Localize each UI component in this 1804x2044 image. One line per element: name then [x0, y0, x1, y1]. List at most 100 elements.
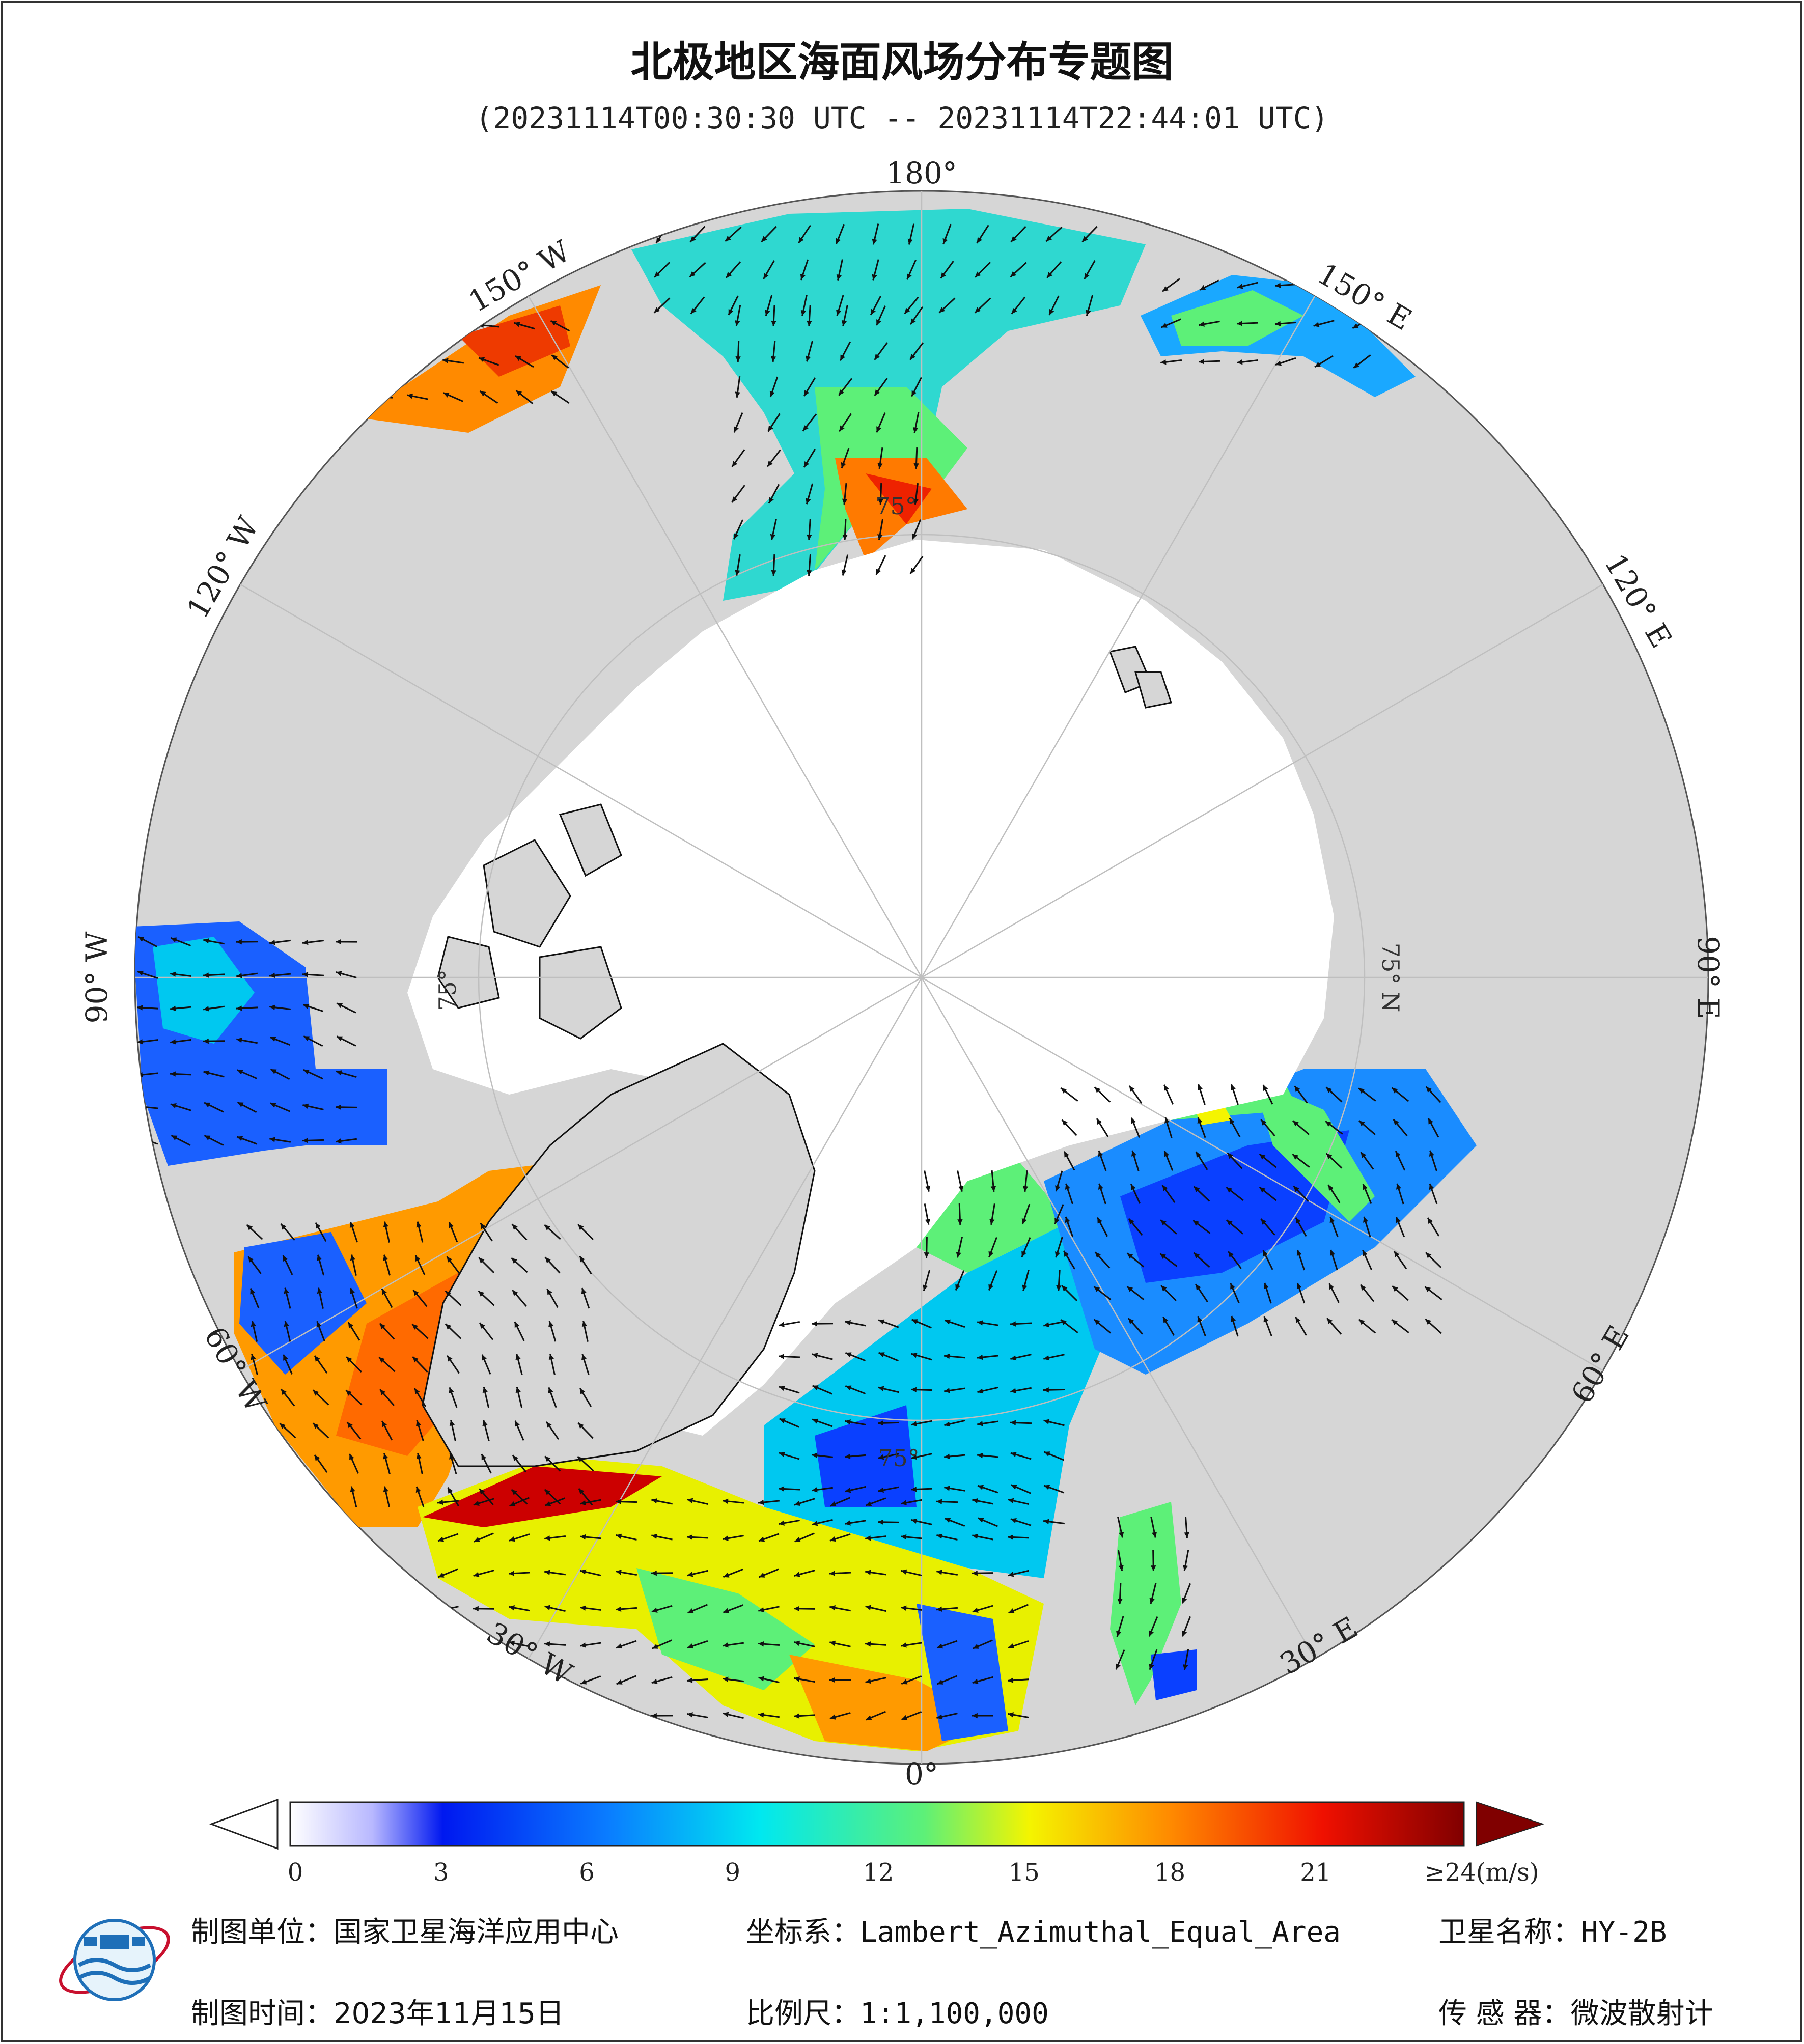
- wind-arrow-head: [137, 1104, 143, 1110]
- wind-arrow-head: [203, 1038, 209, 1044]
- wind-arrow-head: [237, 1102, 244, 1107]
- wind-arrow-head: [577, 1456, 584, 1463]
- wind-arrow-head: [723, 1608, 730, 1613]
- wind-arrow-head: [509, 1714, 515, 1720]
- wind-arrow-head: [771, 320, 776, 326]
- wind-arrow-head: [509, 1605, 515, 1611]
- wind-arrow-head: [1098, 1151, 1103, 1157]
- wind-arrow-head: [1095, 1252, 1101, 1258]
- wind-arrow-head: [829, 1571, 836, 1576]
- footer-coord-label: 坐标系：: [746, 1916, 860, 1949]
- wind-arrow-head: [687, 1498, 693, 1503]
- wind-arrow-head: [937, 1679, 943, 1685]
- wind-arrow-head: [1084, 273, 1090, 279]
- wind-arrow-head: [812, 1385, 819, 1390]
- wind-arrow-head: [474, 1537, 480, 1542]
- wind-arrow-head: [515, 1354, 521, 1360]
- wind-arrow-head: [616, 1570, 622, 1575]
- wind-arrow-head: [1197, 1084, 1203, 1090]
- wind-arrow-head: [509, 1677, 514, 1683]
- wind-arrow-head: [1200, 285, 1206, 290]
- wind-arrow-head: [904, 307, 910, 314]
- wind-arrow-head: [1275, 321, 1281, 326]
- wind-arrow-head: [1261, 1119, 1267, 1126]
- wind-arrow-head: [1010, 1420, 1016, 1425]
- wind-arrow-head: [911, 1319, 918, 1324]
- wind-arrow-head: [482, 1420, 488, 1426]
- wind-arrow-head: [481, 1454, 487, 1461]
- wind-arrow-head: [687, 1534, 693, 1540]
- wind-arrow-head: [958, 1185, 964, 1192]
- wind-arrow-head: [581, 1321, 587, 1327]
- wind-arrow-head: [841, 462, 846, 468]
- wind-arrow-head: [509, 1501, 516, 1506]
- wind-arrow-head: [779, 1418, 786, 1423]
- wind-arrow-head: [303, 1069, 310, 1075]
- wind-arrow-head: [1226, 1220, 1233, 1226]
- colorbar-tick-6: 6: [579, 1858, 595, 1887]
- wind-arrow-head: [794, 1606, 799, 1612]
- wind-arrow-head: [313, 1390, 319, 1396]
- wind-arrow-head: [878, 1454, 884, 1460]
- wind-arrow-head: [337, 1003, 343, 1009]
- wind-arrow-head: [350, 1254, 355, 1261]
- wind-arrow-head: [878, 499, 883, 505]
- wind-vector-arrows: [136, 223, 1442, 1721]
- wind-arrow-head: [944, 1388, 950, 1393]
- wind-arrow-head: [1010, 1518, 1017, 1523]
- colorbar-tick-21: 21: [1300, 1858, 1331, 1887]
- lat-label-75-north: 75°: [875, 492, 917, 520]
- wind-arrow-head: [437, 1676, 444, 1682]
- wind-arrow-head: [689, 271, 696, 277]
- wind-arrow-head: [1394, 1251, 1400, 1257]
- footer-coord-value: Lambert_Azimuthal_Equal_Area: [860, 1916, 1341, 1949]
- wind-arrow-head: [651, 1570, 657, 1576]
- wind-arrow-head: [1162, 1185, 1168, 1191]
- wind-arrow-head: [759, 1573, 765, 1578]
- wind-arrow-head: [1396, 1217, 1401, 1223]
- wind-arrow-head: [779, 1354, 785, 1359]
- wind-arrow-head: [865, 1605, 872, 1610]
- footer-sensor-value: 微波散射计: [1570, 1997, 1713, 2030]
- wind-arrow-head: [841, 320, 847, 326]
- colorbar-unit-label: ≥24(m/s): [1424, 1858, 1539, 1887]
- wind-arrow-head: [734, 426, 739, 433]
- wind-arrow-head: [509, 1536, 515, 1542]
- wind-arrow-head: [977, 1421, 983, 1426]
- wind-arrow-head: [1329, 1283, 1335, 1290]
- wind-arrow-head: [911, 1353, 918, 1358]
- wind-arrow-head: [972, 1570, 978, 1576]
- wind-arrow-head: [281, 1389, 287, 1395]
- wind-arrow-shaft: [473, 1714, 495, 1717]
- wind-arrow-head: [514, 1322, 520, 1328]
- wind-arrow-head: [236, 1038, 242, 1043]
- wind-arrow-head: [925, 1219, 931, 1225]
- lat-label-75-west: 75°: [434, 969, 461, 1011]
- wind-arrow-head: [513, 1455, 518, 1462]
- footer-satellite-value: HY-2B: [1581, 1916, 1667, 1949]
- wind-arrow-head: [726, 272, 732, 278]
- wind-arrow-head: [170, 1039, 176, 1045]
- wind-arrow-head: [480, 1223, 486, 1229]
- wind-arrow-head: [350, 1486, 355, 1493]
- wind-arrow-head: [1392, 1320, 1398, 1326]
- wind-arrow-head: [480, 1323, 485, 1329]
- wind-arrow-head: [248, 1256, 254, 1263]
- wind-arrow-head: [768, 425, 773, 432]
- wind-arrow-head: [1183, 1664, 1188, 1670]
- colorbar-tick-12: 12: [863, 1858, 894, 1887]
- wind-arrow-head: [580, 1679, 587, 1685]
- wind-arrow-head: [911, 1421, 917, 1426]
- wind-arrow-head: [1392, 1286, 1398, 1292]
- wind-arrow-head: [1054, 1218, 1060, 1224]
- wind-arrow-head: [1044, 1451, 1050, 1457]
- wind-arrow-head: [383, 1221, 388, 1228]
- wind-arrow-head: [1231, 1315, 1236, 1322]
- wind-arrow-head: [236, 939, 242, 945]
- wind-arrow-head: [910, 353, 915, 360]
- wind-arrow-head: [515, 1420, 520, 1427]
- wind-arrow-shaft: [442, 324, 464, 327]
- wind-arrow-head: [1008, 1498, 1014, 1503]
- wind-arrow-head: [945, 1319, 951, 1325]
